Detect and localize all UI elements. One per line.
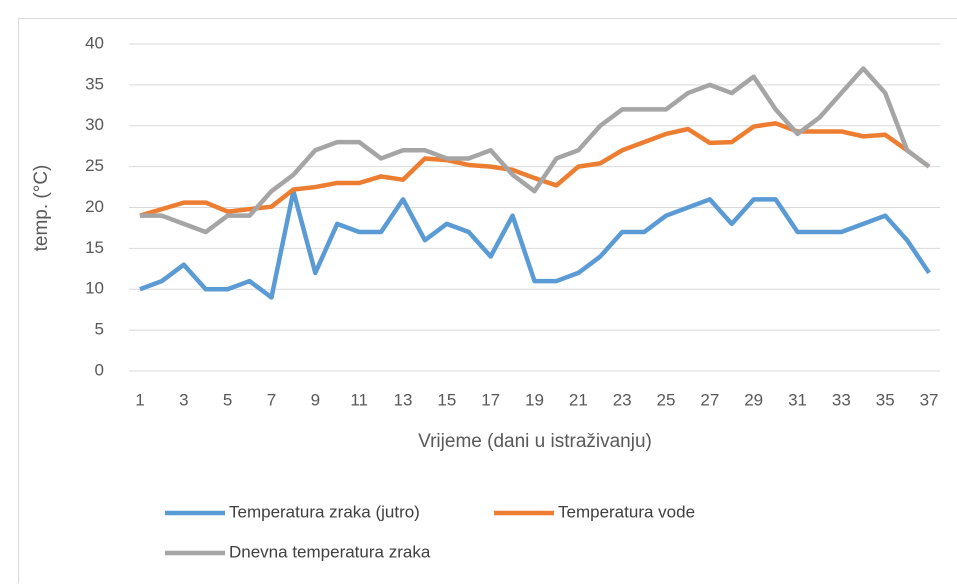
chart-border <box>19 19 957 584</box>
y-tick-label: 15 <box>85 238 104 257</box>
x-tick-label: 21 <box>569 390 588 409</box>
y-tick-label: 35 <box>85 74 104 93</box>
x-tick-label: 31 <box>788 390 807 409</box>
y-tick-label: 40 <box>85 33 104 52</box>
x-tick-label: 37 <box>920 390 939 409</box>
x-tick-label: 3 <box>179 390 188 409</box>
x-tick-label: 29 <box>744 390 763 409</box>
x-tick-label: 11 <box>350 390 368 409</box>
x-tick-label: 17 <box>481 390 500 409</box>
x-tick-label: 25 <box>657 390 676 409</box>
x-tick-label: 5 <box>223 390 232 409</box>
y-tick-label: 0 <box>95 360 104 379</box>
x-tick-label: 1 <box>135 390 144 409</box>
legend-label: Temperatura zraka (jutro) <box>229 502 420 521</box>
y-tick-label: 25 <box>85 156 104 175</box>
y-tick-label: 10 <box>85 279 104 298</box>
legend-label: Temperatura vode <box>558 502 695 521</box>
x-tick-label: 19 <box>525 390 544 409</box>
x-tick-label: 9 <box>311 390 320 409</box>
legend-label: Dnevna temperatura zraka <box>229 542 431 561</box>
x-axis-title: Vrijeme (dani u istraživanju) <box>418 431 652 452</box>
x-tick-label: 13 <box>394 390 413 409</box>
x-tick-label: 7 <box>267 390 276 409</box>
x-tick-label: 23 <box>613 390 632 409</box>
x-tick-label: 35 <box>876 390 895 409</box>
y-axis-title: temp. (°C) <box>31 165 52 252</box>
y-tick-label: 20 <box>85 197 104 216</box>
x-tick-label: 27 <box>700 390 719 409</box>
y-tick-label: 30 <box>85 115 104 134</box>
x-tick-label: 33 <box>832 390 851 409</box>
y-tick-label: 5 <box>95 320 104 339</box>
x-tick-label: 15 <box>437 390 456 409</box>
